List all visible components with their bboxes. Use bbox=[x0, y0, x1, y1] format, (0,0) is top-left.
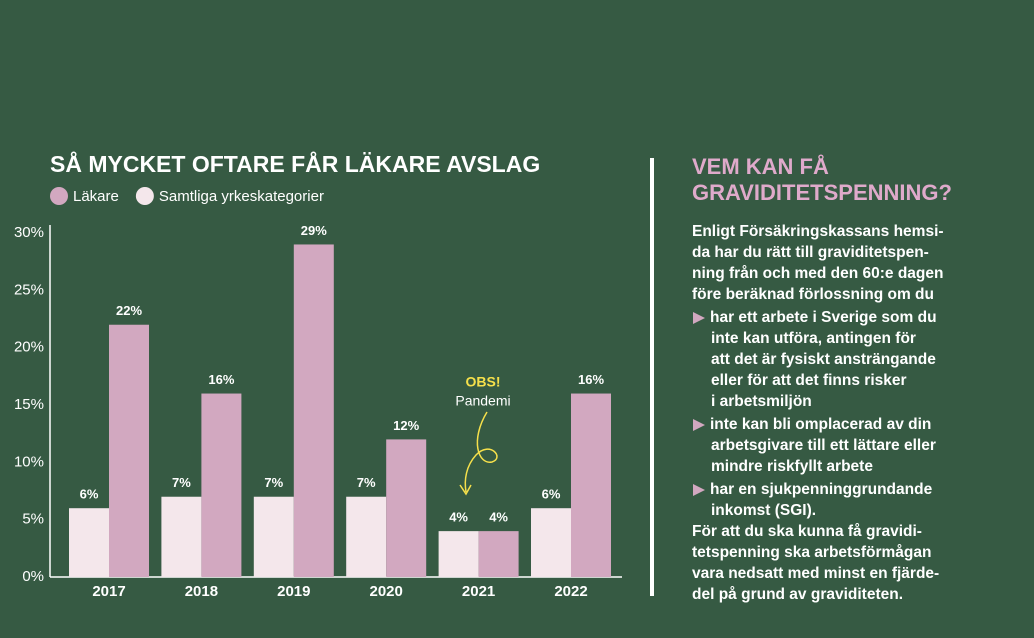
annotation-arrow bbox=[464, 411, 498, 493]
sidebar-bullet-text: inte kan bli omplacerad av din bbox=[710, 416, 931, 433]
bar bbox=[69, 508, 109, 577]
sidebar-bullet-text: i arbetsmiljön bbox=[711, 393, 812, 410]
value-label: 29% bbox=[301, 223, 327, 238]
bar bbox=[346, 496, 387, 577]
chart-title: SÅ MYCKET OFTARE FÅR LÄKARE AVSLAG bbox=[50, 150, 540, 177]
x-tick-label: 2019 bbox=[277, 583, 310, 600]
annotation-arrowhead bbox=[459, 484, 472, 496]
bar bbox=[293, 244, 334, 577]
sidebar-text: vara nedsatt med minst en fjärde- bbox=[692, 565, 939, 582]
y-tick-label: 10% bbox=[14, 453, 44, 470]
x-tick-label: 2017 bbox=[92, 583, 125, 600]
bullet-arrow bbox=[693, 312, 705, 324]
bar bbox=[201, 393, 242, 577]
value-label: 16% bbox=[578, 372, 604, 387]
legend-label: Läkare bbox=[73, 188, 119, 205]
bar bbox=[438, 531, 479, 577]
y-tick-label: 20% bbox=[14, 339, 44, 356]
sidebar-title: VEM KAN FÅ bbox=[692, 153, 829, 179]
y-tick-label: 25% bbox=[14, 281, 44, 298]
sidebar-bullet-text: att det är fysiskt ansträngande bbox=[711, 351, 936, 368]
value-label: 7% bbox=[357, 475, 376, 490]
annotation: Pandemi bbox=[455, 393, 510, 409]
value-label: 12% bbox=[393, 418, 419, 433]
value-label: 7% bbox=[264, 475, 283, 490]
value-label: 16% bbox=[208, 372, 234, 387]
sidebar-bullet-text: inte kan utföra, antingen för bbox=[711, 330, 916, 347]
legend-swatch bbox=[135, 187, 154, 205]
sidebar-text: ning från och med den 60:e dagen bbox=[692, 265, 943, 282]
bar bbox=[531, 508, 571, 577]
value-label: 6% bbox=[80, 487, 99, 502]
sidebar-text: För att du ska kunna få gravidi- bbox=[692, 523, 922, 540]
y-tick-label: 5% bbox=[22, 511, 44, 528]
bar bbox=[161, 496, 202, 577]
sidebar-bullet-text: inkomst (SGI). bbox=[711, 502, 816, 519]
value-label: 6% bbox=[542, 487, 561, 502]
bullet-arrow bbox=[693, 419, 705, 431]
legend-swatch bbox=[50, 187, 68, 205]
sidebar-text: Enligt Försäkringskassans hemsi- bbox=[692, 223, 944, 240]
bar bbox=[478, 531, 519, 577]
value-label: 4% bbox=[489, 510, 508, 525]
x-tick-label: 2020 bbox=[370, 583, 403, 600]
bar bbox=[109, 324, 149, 577]
sidebar-text: del på grund av graviditeten. bbox=[692, 586, 903, 603]
value-label: 4% bbox=[449, 510, 468, 525]
x-tick-label: 2021 bbox=[462, 583, 495, 600]
bar bbox=[571, 393, 611, 577]
value-label: 22% bbox=[116, 303, 142, 318]
sidebar-text: före beräknad förlossning om du bbox=[692, 286, 934, 303]
sidebar-bullet-text: eller för att det finns risker bbox=[711, 372, 907, 389]
bullet-arrow bbox=[693, 484, 705, 496]
y-tick-label: 15% bbox=[14, 396, 44, 413]
sidebar-text: da har du rätt till graviditetspen- bbox=[692, 244, 929, 261]
x-tick-label: 2022 bbox=[554, 583, 587, 600]
sidebar-bullet-text: har ett arbete i Sverige som du bbox=[710, 309, 937, 326]
bar bbox=[386, 439, 427, 577]
legend-label: Samtliga yrkeskategorier bbox=[159, 188, 324, 205]
sidebar-text: tetspenning ska arbetsförmågan bbox=[692, 544, 931, 561]
value-label: 7% bbox=[172, 475, 191, 490]
y-tick-label: 0% bbox=[22, 568, 44, 585]
y-tick-label: 30% bbox=[14, 224, 44, 241]
sidebar-bullet-text: mindre riskfyllt arbete bbox=[711, 458, 873, 475]
bar bbox=[253, 496, 294, 577]
sidebar-title: GRAVIDITETSPENNING? bbox=[692, 180, 952, 205]
x-tick-label: 2018 bbox=[185, 583, 218, 600]
sidebar-bullet-text: har en sjukpenninggrundande bbox=[710, 481, 933, 498]
sidebar-bullet-text: arbetsgivare till ett lättare eller bbox=[711, 437, 936, 454]
annotation: OBS! bbox=[466, 374, 501, 390]
